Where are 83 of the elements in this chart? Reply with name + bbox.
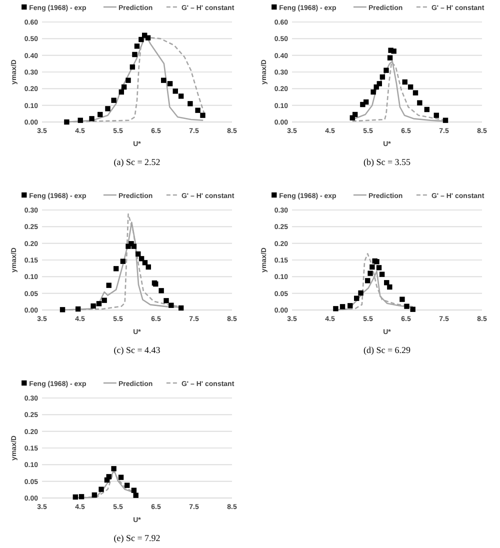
point [161,78,166,83]
point [164,298,169,304]
point [379,272,385,277]
point [172,88,178,94]
point [358,290,364,296]
point [408,84,414,90]
point [98,112,103,118]
point [106,282,112,288]
point [391,48,396,54]
point [400,296,405,302]
point [370,89,376,95]
point [333,306,338,312]
point [178,305,184,311]
point [168,302,174,308]
point [145,35,151,40]
point [126,78,131,83]
point [348,303,353,308]
point [352,112,358,118]
point [158,288,164,294]
point [376,81,382,86]
point [96,301,102,306]
point [138,256,144,262]
point [106,474,112,480]
point [434,112,439,118]
point [89,116,94,122]
point [384,68,389,73]
point [64,119,70,125]
point [120,258,126,264]
point [364,99,369,105]
text: (c) Sc = 4.43 [114,345,161,355]
point [412,90,418,96]
point [121,84,127,90]
point [131,488,137,493]
point [76,306,81,312]
point [376,265,382,270]
point [387,55,393,60]
point [105,106,110,112]
point [102,298,107,303]
point [200,112,206,118]
point [195,108,200,113]
point [131,244,137,249]
point [134,44,140,49]
point [90,303,96,309]
point [132,52,138,58]
point [133,492,138,498]
point [370,264,375,270]
point [404,304,410,309]
point [417,100,422,106]
text: (b) Sc = 3.55 [363,157,412,167]
point [118,89,124,95]
point [130,64,136,70]
point [354,296,360,301]
point [92,492,98,498]
point [424,106,430,112]
point [111,98,116,103]
point [111,466,116,472]
point [136,251,141,257]
point [118,474,124,480]
point [98,486,104,492]
point [146,264,151,270]
point [167,81,173,86]
point [72,494,78,500]
point [410,306,416,312]
point [368,270,373,276]
point [188,101,193,106]
text: (d) Sc = 6.29 [363,345,412,355]
text: (e) Sc = 7.92 [114,533,160,543]
text: (a) Sc = 2.52 [114,157,160,167]
point [384,280,390,286]
point [178,94,184,99]
point [114,266,119,272]
point [78,494,84,500]
point [60,307,66,312]
point [387,284,392,290]
point [138,36,144,42]
point [365,278,370,284]
point [124,482,130,488]
point [142,260,148,266]
point [78,118,83,123]
point [340,304,346,310]
point [402,79,408,85]
point [442,118,448,123]
point [380,74,386,80]
